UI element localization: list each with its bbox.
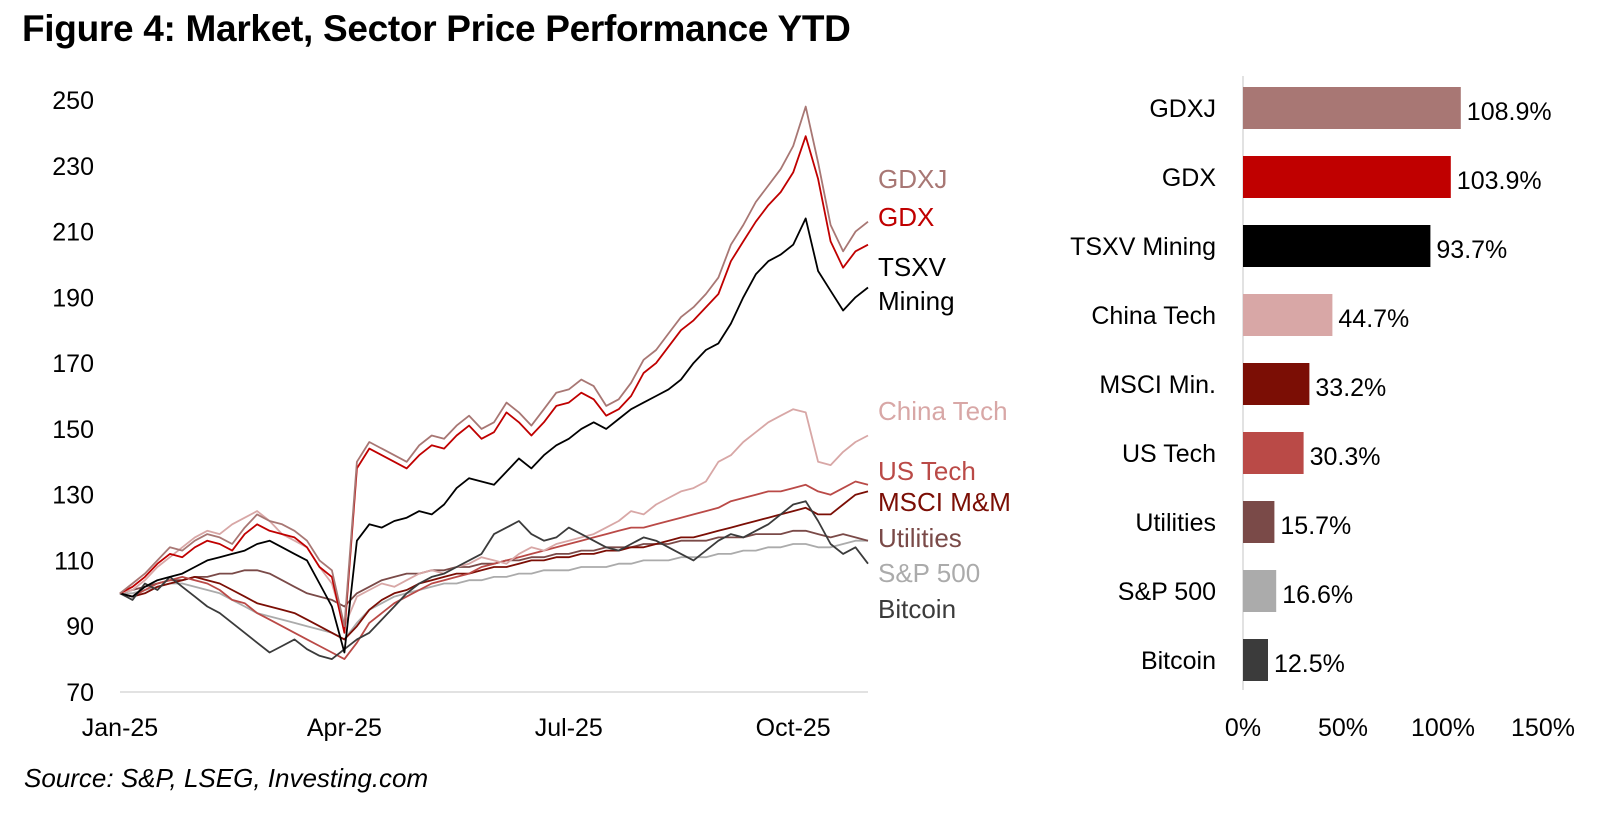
bar-value-label: 16.6% (1282, 581, 1353, 609)
bar-utilities (1243, 501, 1275, 543)
x-tick-label: Jul-25 (535, 714, 603, 742)
bar-gdx (1243, 156, 1451, 198)
x-tick-label: Oct-25 (756, 714, 831, 742)
series-label-gdxj: GDXJ (878, 164, 947, 194)
series-label-bitcoin: Bitcoin (878, 594, 956, 624)
y-tick-label: 70 (66, 679, 94, 707)
y-tick-label: 170 (52, 350, 94, 378)
series-label-us-tech: US Tech (878, 456, 976, 486)
bar-category-label: S&P 500 (1118, 578, 1216, 606)
bar-x-tick-label: 150% (1511, 714, 1575, 742)
bar-sandp-500 (1243, 570, 1277, 612)
y-tick-label: 110 (54, 547, 94, 575)
bar-value-label: 30.3% (1310, 443, 1381, 471)
bar-gdxj (1243, 87, 1461, 129)
bar-x-tick-label: 0% (1225, 714, 1261, 742)
bar-category-label: GDX (1162, 164, 1217, 192)
bar-value-label: 44.7% (1338, 305, 1409, 333)
y-tick-label: 190 (52, 284, 94, 312)
y-tick-label: 150 (52, 416, 94, 444)
series-line-gdxj (119, 105, 869, 628)
x-tick-label: Jan-25 (82, 714, 158, 742)
series-line-us-tech (119, 480, 869, 660)
bar-value-label: 15.7% (1280, 512, 1351, 540)
series-line-gdx (119, 135, 869, 634)
series-line-msci-mandm (119, 490, 869, 641)
y-tick-label: 130 (52, 482, 94, 510)
series-line-sandp-500 (120, 539, 868, 641)
bar-bitcoin (1243, 639, 1268, 681)
series-label-tsxv-mining: Mining (878, 286, 955, 316)
bar-category-label: US Tech (1122, 440, 1216, 468)
bar-x-tick-label: 100% (1411, 714, 1475, 742)
bar-tsxv-mining (1243, 225, 1431, 267)
bar-category-label: MSCI Min. (1099, 371, 1216, 399)
bar-value-label: 108.9% (1467, 98, 1552, 126)
bar-msci-min (1243, 363, 1310, 405)
series-label-utilities: Utilities (878, 523, 962, 553)
bar-category-label: China Tech (1091, 302, 1216, 330)
series-label-china-tech: China Tech (878, 396, 1008, 426)
bar-value-label: 93.7% (1436, 236, 1507, 264)
chart-title: Figure 4: Market, Sector Price Performan… (22, 8, 851, 49)
y-tick-label: 210 (52, 219, 94, 247)
bar-us-tech (1243, 432, 1304, 474)
series-line-tsxv-mining (119, 217, 869, 654)
series-label-sandp-500: S&P 500 (878, 558, 980, 588)
bar-category-label: Utilities (1135, 509, 1216, 537)
bar-value-label: 33.2% (1315, 374, 1386, 402)
y-tick-label: 250 (52, 87, 94, 115)
series-label-tsxv-mining: TSXV (878, 252, 947, 282)
series-line-china-tech (119, 408, 869, 628)
source-note: Source: S&P, LSEG, Investing.com (24, 763, 429, 793)
bar-category-label: Bitcoin (1141, 647, 1216, 675)
bar-category-label: TSXV Mining (1070, 233, 1216, 261)
bar-value-label: 103.9% (1457, 167, 1542, 195)
y-tick-label: 90 (66, 613, 94, 641)
series-label-msci-mandm: MSCI M&M (878, 487, 1011, 517)
y-tick-label: 230 (52, 153, 94, 181)
series-label-gdx: GDX (878, 202, 934, 232)
bar-value-label: 12.5% (1274, 650, 1345, 678)
bar-x-tick-label: 50% (1318, 714, 1368, 742)
bar-china-tech (1243, 294, 1333, 336)
series-line-bitcoin (119, 500, 869, 660)
bar-category-label: GDXJ (1149, 95, 1216, 123)
x-tick-label: Apr-25 (307, 714, 382, 742)
